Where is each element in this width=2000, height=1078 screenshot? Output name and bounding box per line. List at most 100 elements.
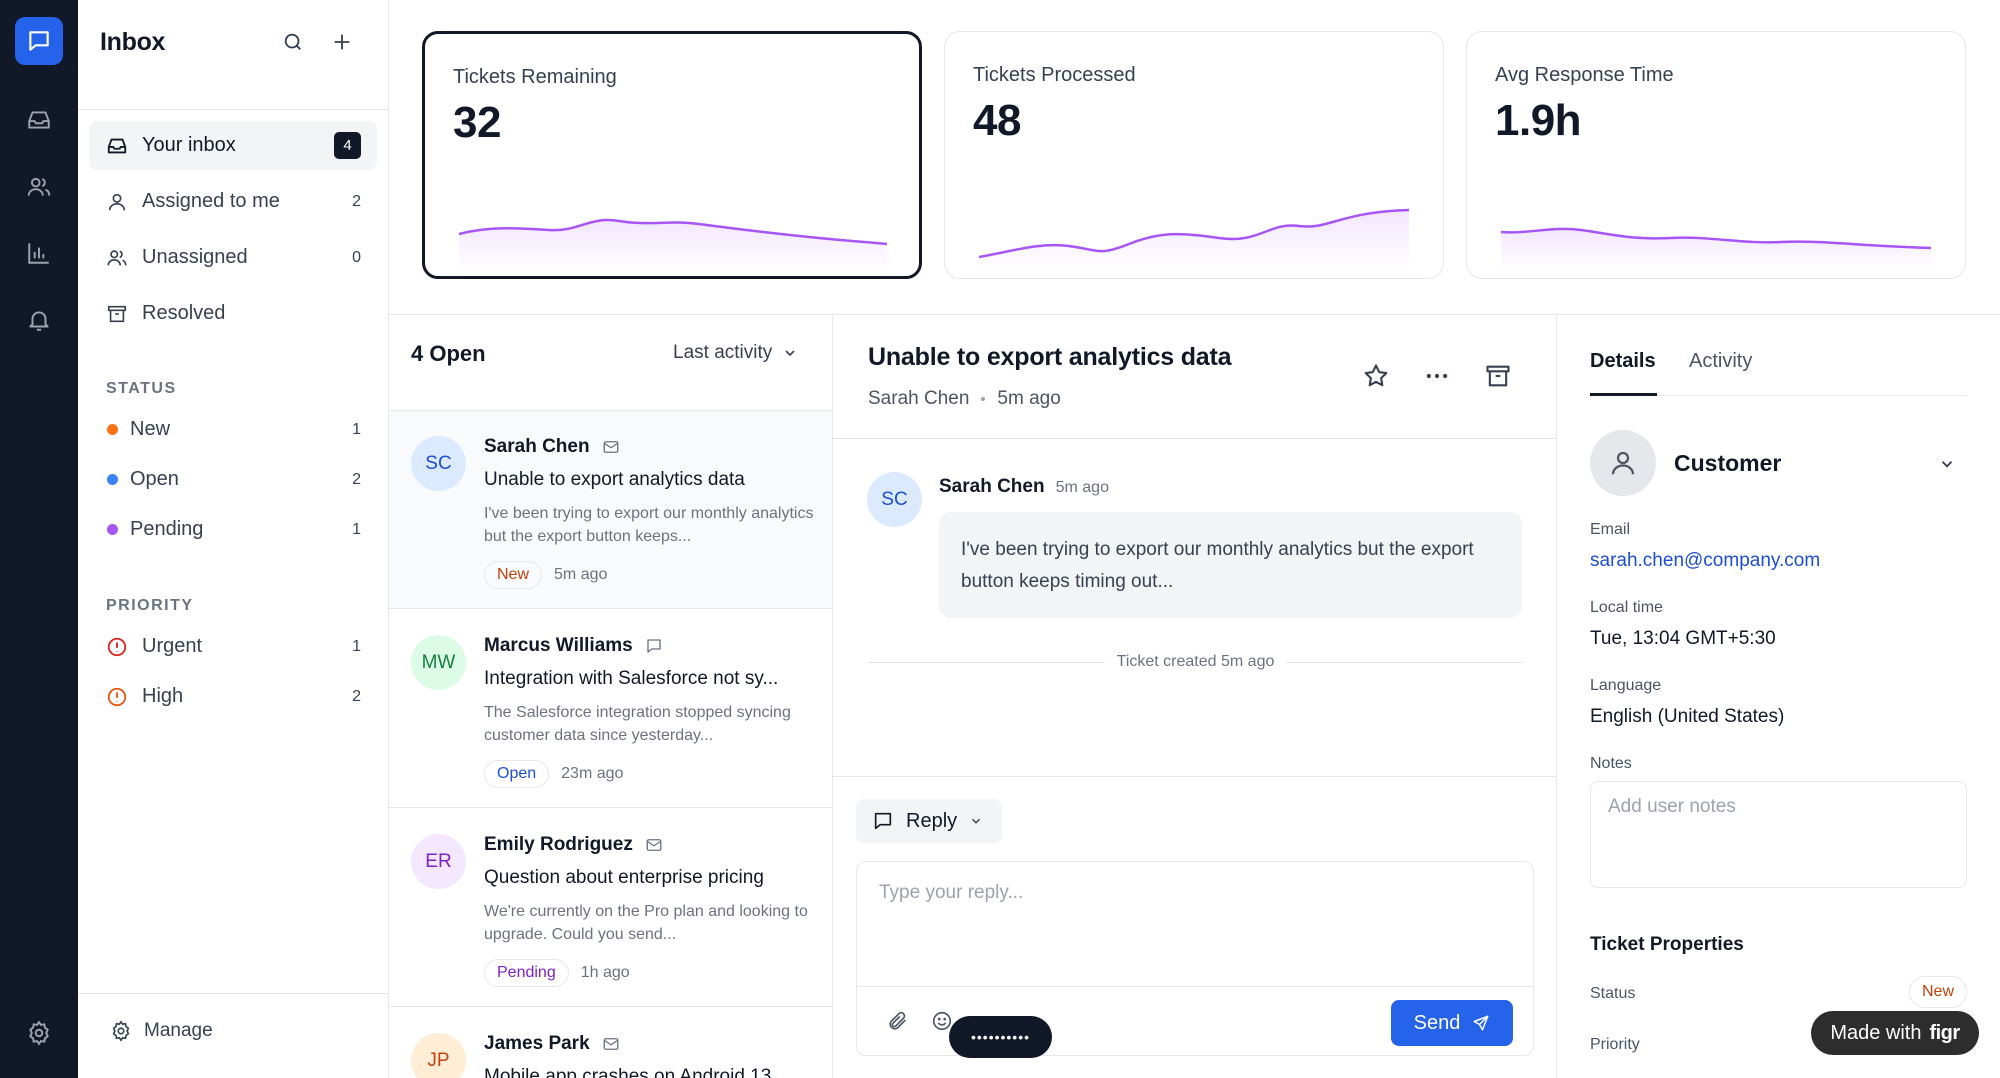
inbox-tray-icon [28, 111, 50, 129]
stat-card-avg-response-time[interactable]: Avg Response Time 1.9h [1466, 31, 1966, 279]
stat-label: Tickets Remaining [453, 66, 617, 88]
archive-button[interactable] [1482, 360, 1514, 392]
status-section-heading: STATUS [106, 380, 177, 397]
paperclip-icon [889, 1011, 906, 1030]
active-tab-indicator [1590, 393, 1657, 396]
send-icon [1473, 1015, 1489, 1031]
sort-dropdown[interactable]: Last activity [673, 342, 798, 364]
avatar: JP [411, 1033, 466, 1078]
sparkline-chart [459, 218, 888, 274]
local-time-value: Tue, 13:04 GMT+5:30 [1590, 628, 1776, 649]
ticket-customer-name: James Park [484, 1033, 590, 1054]
rail-reports-button[interactable] [15, 229, 63, 277]
nav-item-label: Resolved [142, 302, 226, 324]
divider [1556, 314, 1557, 1078]
attach-button[interactable] [883, 1006, 913, 1036]
user-icon [1611, 451, 1635, 475]
nav-status-new[interactable]: New 1 [89, 405, 377, 454]
reply-mode-dropdown[interactable]: Reply [856, 799, 1002, 843]
nav-priority-high[interactable]: High 2 [89, 672, 377, 721]
ticket-preview: We're currently on the Pro plan and look… [484, 903, 808, 943]
nav-item-assigned-to-me[interactable]: Assigned to me 2 [89, 177, 377, 226]
star-icon [1364, 364, 1388, 387]
nav-priority-urgent[interactable]: Urgent 1 [89, 622, 377, 671]
customer-expand-button[interactable] [1935, 452, 1959, 476]
tab-activity[interactable]: Activity [1689, 350, 1753, 372]
status-dot [107, 524, 118, 535]
chevron-down-icon [785, 350, 795, 357]
stat-card-tickets-remaining[interactable]: Tickets Remaining 32 [422, 31, 922, 279]
nav-status-pending[interactable]: Pending 1 [89, 505, 377, 554]
local-time-label: Local time [1590, 599, 1663, 616]
language-label: Language [1590, 677, 1662, 694]
made-with-badge[interactable]: Made with figr [1811, 1011, 1979, 1055]
mail-icon [603, 1038, 619, 1050]
rail-inbox-button[interactable] [15, 96, 63, 144]
divider [832, 776, 1556, 777]
rail-notifications-button[interactable] [15, 296, 63, 344]
sparkline-chart [1501, 227, 1931, 272]
divider [78, 109, 388, 110]
smile-icon [932, 1011, 952, 1031]
stat-card-tickets-processed[interactable]: Tickets Processed 48 [944, 31, 1444, 279]
tab-details[interactable]: Details [1590, 350, 1656, 372]
conversation-time: 5m ago [997, 388, 1061, 409]
nav-item-count: 4 [334, 132, 361, 159]
stat-label: Avg Response Time [1495, 64, 1674, 86]
nav-item-resolved[interactable]: Resolved [89, 289, 377, 338]
rail-settings-button[interactable] [15, 1009, 63, 1057]
ticket-list-item[interactable]: ER Emily Rodriguez Question about enterp… [389, 809, 832, 1007]
nav-item-count: 2 [352, 192, 361, 210]
nav-item-count: 1 [352, 520, 361, 538]
ticket-time: 23m ago [561, 765, 624, 782]
nav-search-button[interactable] [279, 28, 307, 56]
ticket-preview: The Salesforce integration stopped synci… [484, 704, 791, 744]
emoji-button[interactable] [927, 1006, 957, 1036]
star-button[interactable] [1360, 360, 1392, 392]
email-link[interactable]: sarah.chen@company.com [1590, 550, 1821, 571]
chevron-down-icon [1941, 461, 1953, 468]
alert-circle-icon [107, 637, 127, 656]
inbox-tray-icon [107, 138, 127, 153]
nav-item-label: High [142, 685, 184, 707]
archive-icon [1486, 365, 1510, 387]
overlay-pill[interactable]: •••••••••• [949, 1016, 1052, 1058]
message-author: Sarah Chen [939, 476, 1045, 497]
open-count-title: 4 Open [411, 341, 486, 366]
nav-item-unassigned[interactable]: Unassigned 0 [89, 233, 377, 282]
notes-input[interactable] [1590, 781, 1967, 888]
nav-status-open[interactable]: Open 2 [89, 455, 377, 504]
ticket-properties-heading: Ticket Properties [1590, 934, 1744, 955]
rail-users-button[interactable] [15, 163, 63, 211]
ticket-list-item[interactable]: MW Marcus Williams Integration with Sale… [389, 610, 832, 808]
nav-item-label: Pending [130, 518, 204, 540]
status-badge[interactable]: New [1908, 976, 1967, 1008]
avatar: MW [411, 635, 466, 690]
manage-button[interactable]: Manage [110, 1020, 213, 1042]
avatar [1590, 430, 1656, 496]
send-button[interactable]: Send [1391, 1000, 1513, 1046]
ticket-list-item[interactable]: SC Sarah Chen Unable to export analytics… [389, 411, 832, 609]
nav-item-your-inbox[interactable]: Your inbox 4 [89, 121, 377, 170]
search-icon [284, 33, 301, 50]
ticket-customer-name: Marcus Williams [484, 635, 633, 656]
status-badge: Open [484, 760, 550, 788]
nav-item-count: 1 [352, 420, 361, 438]
mail-icon [603, 441, 619, 453]
users-icon [107, 249, 127, 265]
more-options-button[interactable] [1421, 360, 1453, 392]
rail-chat-button[interactable] [15, 17, 63, 65]
nav-item-label: Unassigned [142, 246, 248, 268]
chevron-down-icon [972, 818, 981, 824]
ticket-list-item[interactable]: JP James Park Mobile app crashes on Andr… [389, 1008, 832, 1078]
language-value: English (United States) [1590, 706, 1785, 727]
conversation-author: Sarah Chen [868, 388, 970, 409]
users-icon [27, 177, 51, 196]
status-label: Status [1590, 985, 1636, 1002]
sort-label: Last activity [673, 342, 773, 363]
nav-add-button[interactable] [328, 28, 356, 56]
reply-input[interactable] [857, 862, 1533, 986]
ticket-time: 5m ago [554, 566, 608, 583]
ticket-customer-name: Sarah Chen [484, 436, 590, 457]
nav-item-count: 2 [352, 687, 361, 705]
